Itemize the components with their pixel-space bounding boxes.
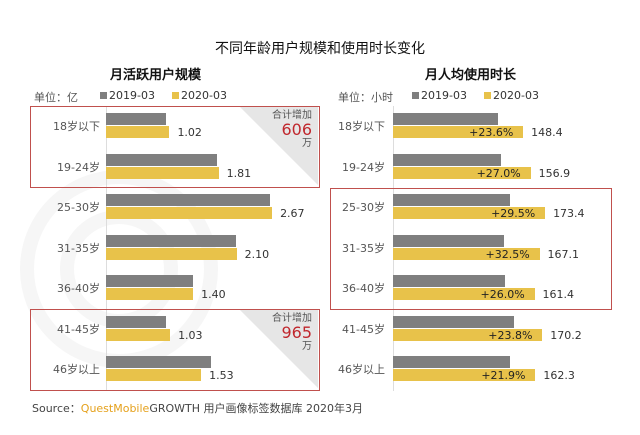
bar-2019 <box>393 154 502 166</box>
category-label: 25-30岁 <box>57 201 100 214</box>
value-label: 161.4 <box>542 288 575 301</box>
bar-2020 <box>393 207 546 219</box>
bar-2019 <box>106 356 212 368</box>
value-label: 162.3 <box>543 369 575 382</box>
category-label: 41-45岁 <box>57 323 100 336</box>
value-label: 2.10 <box>244 248 270 261</box>
value-label: 1.40 <box>201 288 226 301</box>
legend-item: 2019-03 <box>412 89 476 102</box>
value-label: 156.9 <box>538 167 571 180</box>
source-text: GROWTH 用户画像标签数据库 2020年3月 <box>149 402 363 415</box>
growth-label: +32.5% <box>485 248 530 261</box>
value-label: 1.53 <box>209 369 234 382</box>
category-label: 19-24岁 <box>342 161 385 174</box>
bar-2019 <box>106 154 217 166</box>
legend-label: 2019-03 <box>109 89 155 102</box>
value-label: 1.03 <box>178 329 203 342</box>
bar-2019 <box>393 316 514 328</box>
source-brand: QuestMobile <box>80 402 150 415</box>
category-label: 31-35岁 <box>342 242 385 255</box>
value-label: 167.1 <box>547 248 580 261</box>
chart-title: 不同年龄用户规模和使用时长变化 <box>215 41 425 57</box>
legend-swatch <box>100 92 107 99</box>
bar-2020 <box>393 167 531 179</box>
category-label: 41-45岁 <box>342 323 385 336</box>
category-label: 36-40岁 <box>342 282 385 295</box>
growth-label: +27.0% <box>476 167 521 180</box>
source-note: Source：QuestMobileGROWTH 用户画像标签数据库 2020年… <box>32 400 363 416</box>
growth-label: +21.9% <box>481 369 526 382</box>
annotation-label: 合计增加 <box>272 313 312 324</box>
value-label: 1.02 <box>177 126 202 139</box>
growth-label: +23.8% <box>488 329 533 342</box>
legend-swatch <box>412 92 419 99</box>
bar-2020 <box>106 126 170 138</box>
bar-2019 <box>393 356 510 368</box>
legend-label: 2020-03 <box>493 89 539 102</box>
legend-swatch <box>172 92 179 99</box>
legend-item: 2020-03 <box>172 89 236 102</box>
category-label: 19-24岁 <box>57 161 100 174</box>
legend-item: 2019-03 <box>100 89 164 102</box>
category-label: 18岁以下 <box>338 120 385 133</box>
category-label: 36-40岁 <box>57 282 100 295</box>
growth-label: +23.6% <box>469 126 514 139</box>
annotation-unit: 万 <box>302 138 312 149</box>
annotation-triangle <box>240 310 318 388</box>
source-prefix: Source： <box>32 402 81 415</box>
annotation-value: 965 <box>281 323 312 342</box>
bar-2020 <box>106 369 202 381</box>
legend-label: 2020-03 <box>181 89 227 102</box>
annotation-triangle <box>240 107 318 185</box>
bar-2020 <box>393 288 535 300</box>
bar-2020 <box>106 329 171 341</box>
annotation-label: 合计增加 <box>272 110 312 121</box>
panel-title: 月活跃用户规模 <box>110 68 202 83</box>
bar-2019 <box>106 275 194 287</box>
bar-2019 <box>393 113 499 125</box>
unit-label: 单位：亿 <box>34 91 78 104</box>
category-label: 31-35岁 <box>57 242 100 255</box>
highlight-box <box>30 309 320 391</box>
bar-2020 <box>393 329 543 341</box>
panel-title: 月人均使用时长 <box>425 68 517 83</box>
bar-2019 <box>393 275 506 287</box>
annotation-value: 606 <box>281 120 312 139</box>
bar-2020 <box>106 207 273 219</box>
bar-2020 <box>106 288 194 300</box>
total-increase-annotation: 合计增加 965 万 <box>260 313 312 353</box>
bar-2019 <box>106 113 167 125</box>
growth-label: +29.5% <box>491 207 536 220</box>
bar-2020 <box>393 248 540 260</box>
total-increase-annotation: 合计增加 606 万 <box>260 110 312 150</box>
bar-2019 <box>106 194 270 206</box>
legend-label: 2019-03 <box>421 89 467 102</box>
bar-2020 <box>106 167 219 179</box>
category-label: 18岁以下 <box>53 120 100 133</box>
bar-2019 <box>393 194 511 206</box>
unit-label: 单位：小时 <box>338 91 393 104</box>
bar-2019 <box>106 316 166 328</box>
legend-item: 2020-03 <box>484 89 548 102</box>
bar-2020 <box>393 126 524 138</box>
annotation-unit: 万 <box>302 341 312 352</box>
value-label: 2.67 <box>280 207 305 220</box>
growth-label: +26.0% <box>480 288 525 301</box>
legend-swatch <box>484 92 491 99</box>
bar-2019 <box>393 235 504 247</box>
highlight-box <box>330 188 612 310</box>
bar-2020 <box>106 248 237 260</box>
category-label: 25-30岁 <box>342 201 385 214</box>
value-label: 170.2 <box>550 329 582 342</box>
bar-2020 <box>393 369 536 381</box>
value-label: 173.4 <box>553 207 585 220</box>
category-label: 46岁以上 <box>338 363 385 376</box>
value-label: 148.4 <box>531 126 563 139</box>
highlight-box <box>30 106 320 188</box>
bar-2019 <box>106 235 236 247</box>
category-label: 46岁以上 <box>53 363 100 376</box>
